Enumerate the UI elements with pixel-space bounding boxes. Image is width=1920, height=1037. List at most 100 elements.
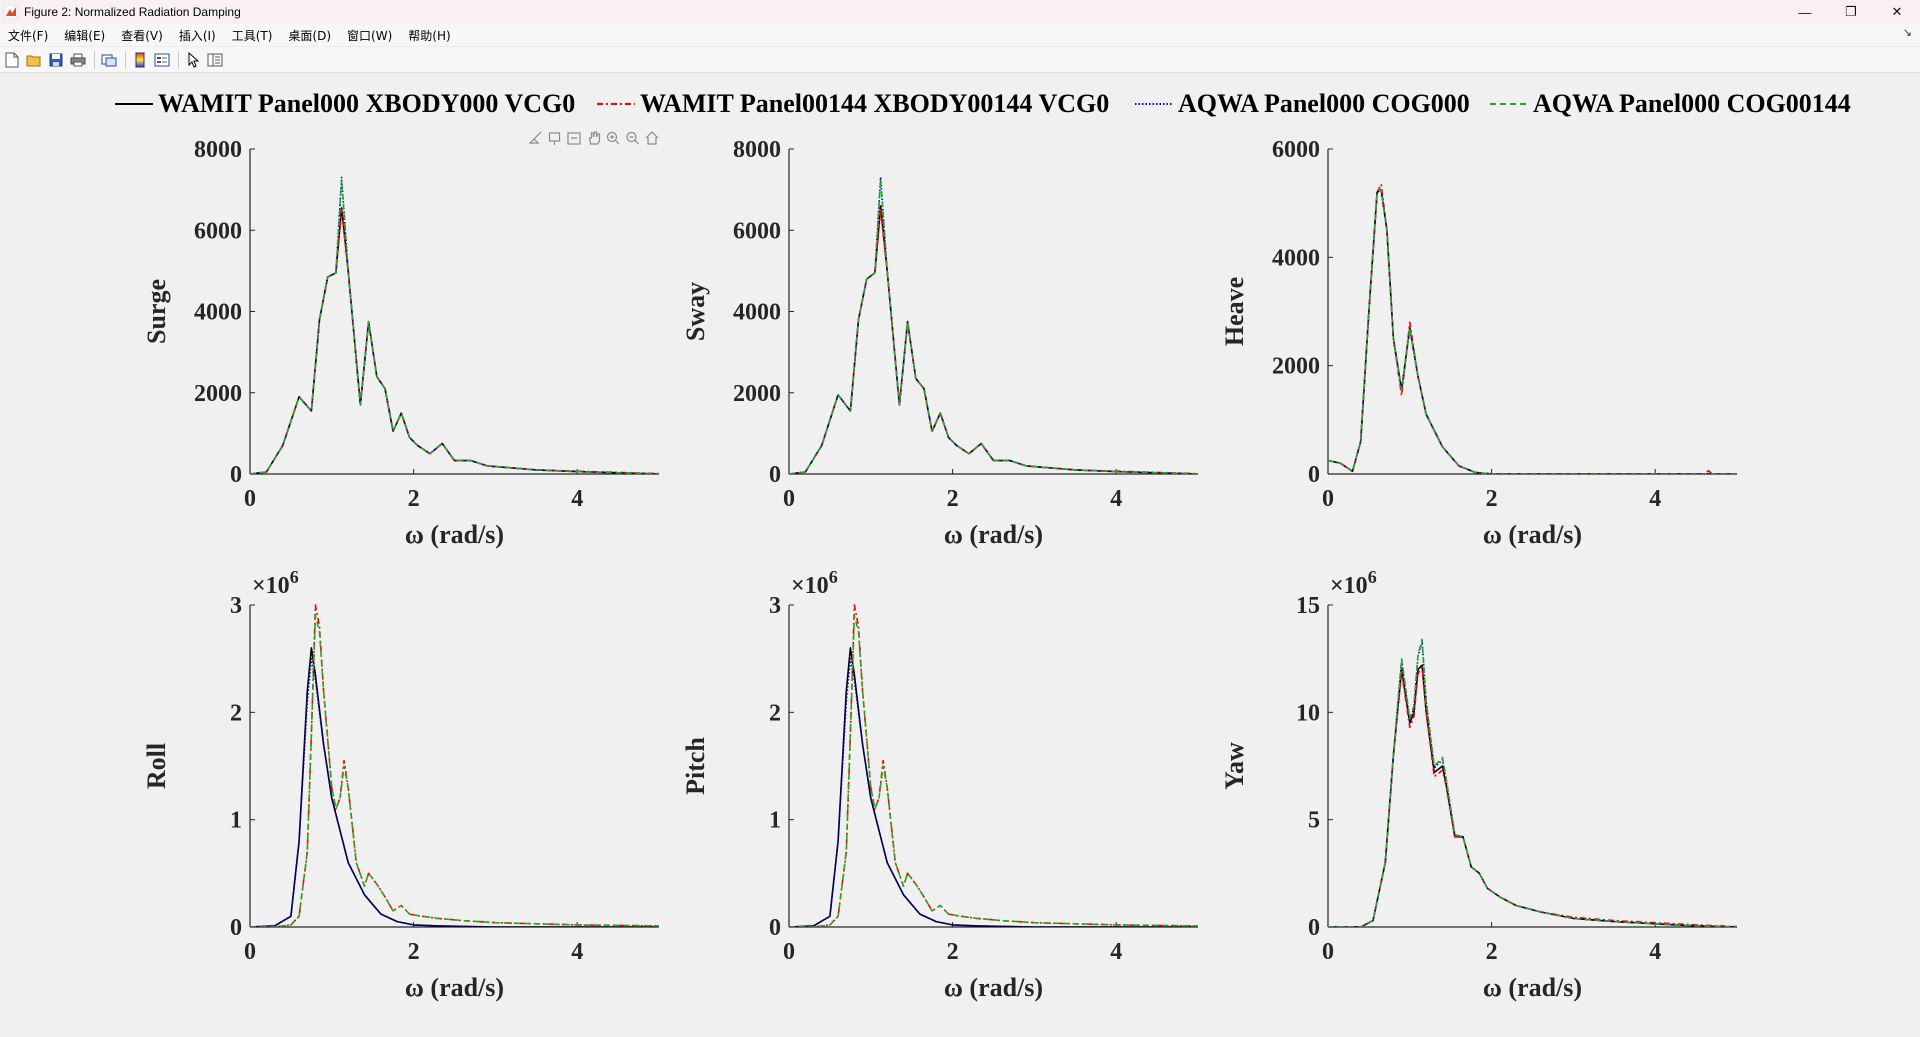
- axis-exponent-label: ×106: [252, 567, 299, 599]
- x-axis-label: ω (rad/s): [405, 520, 504, 549]
- menu-desktop[interactable]: 桌面(D): [288, 28, 332, 43]
- menu-window[interactable]: 窗口(W): [347, 28, 393, 43]
- y-tick-label: 6000: [733, 218, 781, 244]
- legend-entry[interactable]: AQWA Panel000 COG000: [1135, 89, 1470, 118]
- figure-toolbar: [0, 47, 1920, 73]
- y-axis-label: Surge: [142, 279, 171, 344]
- link-plot-icon[interactable]: [99, 50, 119, 70]
- zoom-out-icon[interactable]: [626, 131, 639, 145]
- restore-shape: [567, 132, 581, 145]
- series-line-4: [789, 178, 1199, 474]
- legend-entry[interactable]: AQWA Panel000 COG00144: [1490, 89, 1851, 118]
- y-tick-label: 2000: [194, 381, 242, 407]
- brush-shape: [528, 131, 542, 144]
- window-controls: — ❐ ✕: [1782, 0, 1920, 24]
- subplot-sway: 0 2 4 0 2000 4000 6000 8000 Sway ω (rad/s): [681, 137, 1199, 549]
- y-tick-label: 4000: [194, 300, 242, 326]
- y-tick-label: 0: [769, 915, 781, 941]
- title-bar: Figure 2: Normalized Radiation Damping —…: [0, 0, 1920, 24]
- x-axis-label: ω (rad/s): [1483, 520, 1582, 549]
- hand-shape: [588, 131, 601, 145]
- series-line-3: [789, 657, 1198, 927]
- pointer-icon[interactable]: [183, 50, 203, 70]
- x-tick-label: 2: [947, 486, 959, 512]
- y-axis-label: Yaw: [1220, 742, 1249, 790]
- property-inspector-icon[interactable]: [205, 50, 225, 70]
- legend-entry[interactable]: WAMIT Panel00144 XBODY00144 VCG0: [597, 89, 1109, 118]
- axis-exponent-label: ×106: [1330, 567, 1377, 599]
- axis-exponent-label: ×106: [791, 567, 838, 599]
- y-tick-label: 1: [769, 808, 781, 834]
- restore-view-icon[interactable]: [567, 132, 581, 145]
- x-tick-label: 0: [783, 486, 795, 512]
- toolbar-separator: [178, 50, 179, 69]
- new-figure-icon[interactable]: [2, 50, 22, 70]
- y-tick-label: 0: [1308, 915, 1320, 941]
- y-tick-label: 8000: [733, 137, 781, 163]
- y-tick-label: 0: [230, 915, 242, 941]
- subplot-yaw: 0 2 4 0 5 10 15 ×106 Yaw ω (rad/s): [1220, 567, 1738, 1002]
- brush-icon[interactable]: [528, 131, 542, 144]
- x-tick-label: 0: [244, 486, 256, 512]
- x-tick-label: 2: [947, 939, 959, 965]
- toolbar-separator: [94, 50, 95, 69]
- menu-help[interactable]: 帮助(H): [408, 28, 451, 43]
- menu-edit[interactable]: 编辑(E): [64, 28, 106, 43]
- axes-toolbar: [528, 131, 659, 145]
- series-line-1: [789, 647, 1198, 927]
- dock-figure-icon[interactable]: ↘: [1902, 27, 1912, 39]
- menu-insert[interactable]: 插入(I): [178, 28, 216, 43]
- home-icon[interactable]: [645, 131, 659, 145]
- restore-button[interactable]: ❐: [1845, 4, 1857, 19]
- x-tick-label: 4: [1649, 486, 1661, 512]
- y-tick-label: 0: [1308, 462, 1320, 488]
- series-line-1: [1328, 188, 1737, 474]
- y-tick-label: 2000: [1272, 354, 1320, 380]
- close-button[interactable]: ✕: [1891, 4, 1903, 19]
- series-line-1: [1328, 664, 1738, 927]
- x-tick-label: 4: [571, 939, 583, 965]
- colorbar-icon[interactable]: [130, 50, 150, 70]
- y-tick-label: 15: [1296, 593, 1320, 619]
- series-line-2: [250, 209, 660, 474]
- toolbar-separator: [125, 50, 126, 69]
- series-line-1: [789, 205, 1199, 474]
- y-axis-label: Sway: [681, 282, 710, 341]
- pan-icon[interactable]: [588, 131, 601, 145]
- open-icon[interactable]: [24, 50, 44, 70]
- subplot-roll: 0 2 4 0 1 2 3 ×106 Roll ω (rad/s): [142, 567, 660, 1002]
- legend-entry[interactable]: WAMIT Panel000 XBODY000 VCG0: [115, 89, 575, 118]
- x-tick-label: 4: [1110, 486, 1122, 512]
- data-tip-icon[interactable]: [548, 132, 561, 145]
- series-line-4: [250, 614, 660, 927]
- y-axis-label: Heave: [1220, 277, 1249, 346]
- series-line-3: [250, 657, 659, 927]
- subplot-heave: 0 2 4 0 2000 4000 6000 Heave ω (rad/s): [1220, 137, 1737, 549]
- handle: [634, 139, 639, 145]
- y-tick-label: 0: [230, 462, 242, 488]
- subplot-pitch: 0 2 4 0 1 2 3 ×106 Pitch ω (rad/s): [681, 567, 1199, 1002]
- zoom-in-icon[interactable]: [606, 131, 620, 145]
- menu-view[interactable]: 查看(V): [121, 28, 163, 43]
- legend-icon[interactable]: [152, 50, 172, 70]
- legend-label: AQWA Panel000 COG00144: [1533, 89, 1851, 118]
- print-icon[interactable]: [68, 50, 88, 70]
- series-line-2: [1328, 183, 1737, 474]
- x-tick-label: 2: [408, 486, 420, 512]
- minimize-button[interactable]: —: [1798, 4, 1812, 20]
- series-line-2: [1328, 666, 1738, 927]
- y-tick-label: 4000: [733, 300, 781, 326]
- menu-file[interactable]: 文件(F): [8, 28, 49, 43]
- y-tick-label: 2: [230, 700, 242, 726]
- series-line-3: [1328, 188, 1737, 474]
- x-axis-label: ω (rad/s): [944, 973, 1043, 1002]
- menu-tools[interactable]: 工具(T): [231, 28, 273, 43]
- lens: [606, 131, 618, 143]
- save-icon[interactable]: [46, 50, 66, 70]
- y-axis-label: Pitch: [681, 737, 710, 795]
- y-tick-label: 5: [1308, 808, 1320, 834]
- y-tick-label: 0: [769, 462, 781, 488]
- menu-bar: 文件(F) 编辑(E) 查看(V) 插入(I) 工具(T) 桌面(D) 窗口(W…: [0, 24, 1920, 47]
- y-tick-label: 3: [230, 593, 242, 619]
- x-tick-label: 4: [571, 486, 583, 512]
